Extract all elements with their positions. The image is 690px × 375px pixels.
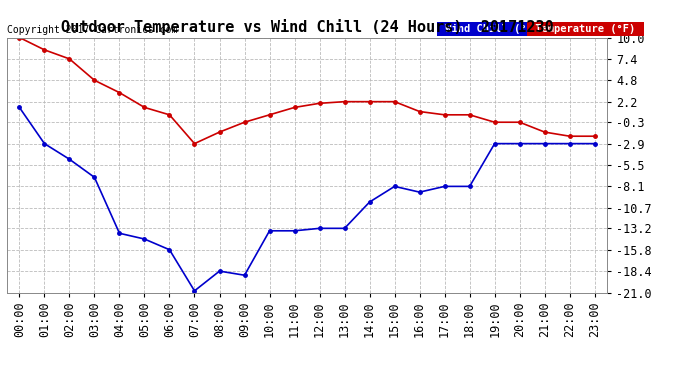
Text: Wind Chill (°F): Wind Chill (°F) [439,24,545,34]
Text: Temperature (°F): Temperature (°F) [529,24,642,34]
Title: Outdoor Temperature vs Wind Chill (24 Hours)  20171230: Outdoor Temperature vs Wind Chill (24 Ho… [61,19,553,35]
Text: Copyright 2017 Cartronics.com: Copyright 2017 Cartronics.com [7,25,177,35]
